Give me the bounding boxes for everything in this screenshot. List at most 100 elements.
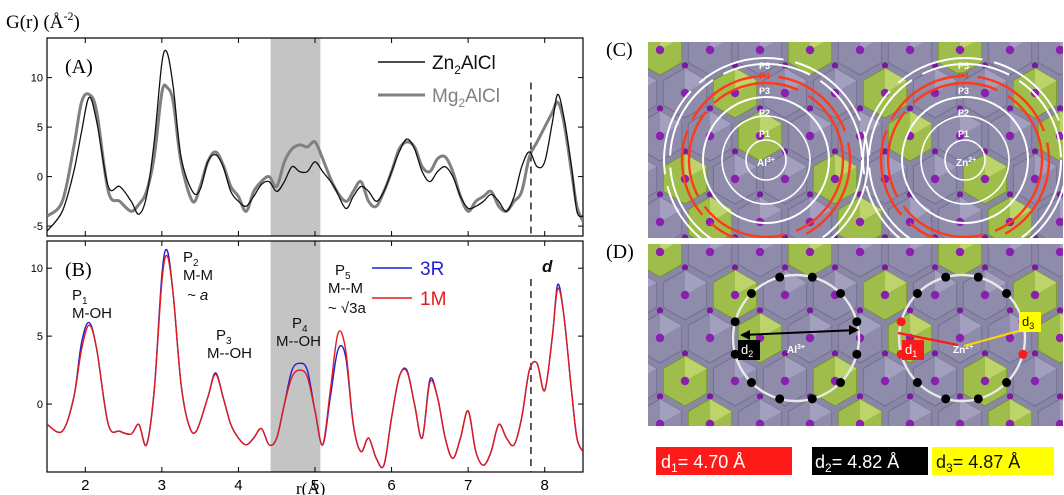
panel-c-atom [1055,45,1063,55]
panel-c-atom [655,45,665,55]
panel-c-facet [985,0,1007,7]
panel-d-lattice [588,244,1063,485]
panel-d-facet [685,270,707,295]
panel-d-atom [955,333,965,343]
panel-c-facet [1010,111,1032,136]
annotation-p5: P5 [335,262,351,282]
panel-c-atom [957,19,963,25]
panel-d-atom [906,307,914,314]
panel-d-octahedron [987,244,1033,278]
panel-c-atom [781,3,789,11]
panel-d-facet [860,399,882,424]
panel-d-atom [681,264,689,271]
panel-d-atom [857,479,863,485]
panel-c-atom [1055,217,1063,227]
panel-c-atom [1005,45,1015,55]
neighbor-atom [912,288,922,298]
ring-label-p5: P5 [759,61,770,71]
panel-c-atom [631,89,639,97]
ring [721,115,811,205]
ring-label-p3: P3 [759,86,770,96]
neighbor-atom [912,378,922,388]
ring [862,57,1063,238]
x-tick-label: 4 [234,477,242,494]
distance-text-d1: d1= 4.70 Å [661,452,745,475]
panel-c-atom [881,148,889,155]
panel-d-octahedron [937,244,983,278]
panel-d-facet [648,277,657,288]
marker-sub: 2 [748,349,753,359]
panel-c-facet [760,111,782,136]
distance-ring [731,273,861,403]
x-tick-label: 2 [81,477,89,494]
marker-sub: 3 [1029,321,1034,331]
panel-d-facet [760,313,782,338]
neighbor-atom [1018,349,1028,359]
neighbor-atom [836,378,846,388]
panel-c-octahedron [863,0,907,32]
neighbor-atom [1002,378,1012,388]
panel-d-atom [805,419,815,426]
neighbor-atom [775,272,785,282]
panel-c-atom [656,105,664,112]
arrow-d3 [963,328,1023,348]
annotation-p2-line2: M-M [183,267,213,284]
panel-d-atom [906,393,914,400]
panel-d-atom [930,376,940,386]
neighbor-atom [746,288,756,298]
panel-d-atom [882,436,888,442]
panel-c-atom [806,191,814,198]
panel-c-facet [885,0,907,7]
panel-c-facet [810,111,832,136]
panel-d-atom [1032,436,1038,442]
panel-d-atom [1030,376,1040,386]
panel-c-octahedron [588,111,632,161]
panel-c-facet [935,0,957,7]
x-tick-label: 6 [387,477,395,494]
panel-c-atom [1007,19,1013,25]
panel-d-facet [1060,399,1063,424]
neighbor-atom [836,288,846,298]
panel-b-legend: 3R 1M [372,259,446,310]
neighbor-atom [896,317,906,327]
ring [687,81,845,238]
panel-d-atom [1007,479,1013,485]
panel-d-atom [957,479,963,485]
panel-d-facet [935,356,957,381]
panel-c-octahedron [613,0,657,32]
marker-sub: 1 [912,349,917,359]
panel-d-octahedron [737,244,783,278]
panel-c-atom [756,105,764,112]
y-tick-label: 0 [37,399,43,411]
panel-d-octahedron [687,244,733,278]
panel-d-atom [1031,264,1039,271]
panel-c-facet [885,154,907,179]
panel-d-atom [655,333,665,343]
series-line-zn2alcl [47,49,583,232]
panel-d-atom [982,436,988,442]
panel-d-octahedron [588,313,632,363]
panel-d-atom [631,291,639,299]
panel-d-atom [907,479,913,485]
neighbor-atom [807,394,817,404]
panel-d-facet [960,313,982,338]
panel-d-atom [881,350,889,357]
panel-d-atom [705,333,715,343]
panel-d-facet [660,313,682,338]
panel-d-atom [856,307,864,314]
panel-c-atom [655,131,665,141]
panel-d-atom [981,350,989,357]
ring-label-p1: P1 [958,129,969,139]
ring-label-p3: P3 [958,86,969,96]
panel-c-atom [755,45,765,55]
panel-c-octahedron [663,0,707,32]
ring-label-p4: P4 [759,71,770,81]
panel-d-atom [631,463,639,471]
panel-c-label: (C) [606,39,633,61]
annotation-p5-line3: ~ √3a [328,300,367,317]
panel-c-atom [706,105,714,112]
panel-d-atom [856,393,864,400]
panel-b-y-ticks: 10 5 0 [31,263,583,411]
panel-c-atom [831,3,839,11]
